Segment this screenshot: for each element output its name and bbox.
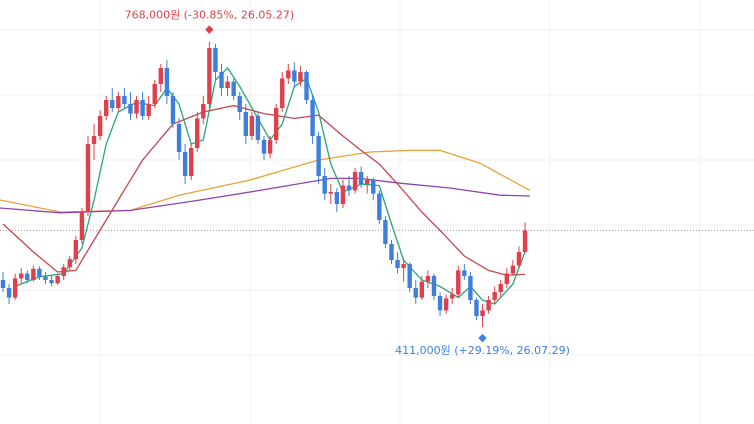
candle-body: [19, 273, 24, 279]
candle-body: [480, 310, 485, 316]
candle-body: [97, 116, 103, 136]
candle-body: [389, 244, 394, 260]
candle-body: [6, 288, 12, 298]
marker-low: ◆: [478, 331, 487, 344]
candle-body: [122, 96, 127, 104]
candle-body: [182, 152, 188, 176]
candle-body: [449, 294, 455, 299]
candle-body: [255, 116, 261, 140]
candle-body: [267, 140, 273, 154]
candle-body: [286, 70, 291, 79]
candle-body: [456, 270, 461, 295]
candle-body: [31, 268, 36, 280]
candle-body: [365, 180, 370, 184]
high-annotation: 768,000원 (-30.85%, 26.05.27): [125, 9, 295, 22]
candle-body: [419, 281, 425, 298]
candle-body: [37, 268, 42, 277]
candle-body: [213, 48, 218, 72]
candle-body: [407, 264, 412, 288]
candle-body: [158, 68, 164, 84]
candle-body: [425, 276, 431, 282]
candle-body: [310, 100, 315, 136]
moving-average-line: [2, 104, 526, 276]
candle-body: [492, 292, 497, 300]
candle-body: [273, 108, 279, 140]
candle-body: [510, 265, 516, 274]
candle-body: [328, 192, 333, 194]
candle-body: [67, 259, 72, 268]
candle-body: [55, 276, 60, 284]
candle-body: [437, 296, 443, 311]
marker-high: ◆: [205, 23, 214, 36]
candle-body: [431, 276, 437, 296]
candle-body: [128, 104, 133, 114]
candle-body: [79, 212, 85, 240]
candle-body: [280, 78, 285, 108]
candle-body: [43, 276, 48, 280]
candle-body: [237, 96, 242, 112]
candle-body: [334, 192, 340, 204]
candle-body: [304, 72, 309, 100]
candle-body: [401, 264, 406, 268]
candle-body: [413, 288, 418, 298]
candle-body: [522, 230, 528, 252]
candle-body: [322, 176, 327, 194]
candle-body: [498, 284, 503, 292]
candle-body: [188, 148, 194, 176]
candle-body: [49, 280, 54, 284]
moving-average-line: [14, 66, 526, 305]
low-annotation: 411,000원 (+29.19%, 26.07.29): [395, 344, 570, 357]
candle-body: [91, 136, 97, 144]
candle-body: [249, 116, 255, 136]
candle-body: [140, 100, 145, 116]
candle-body: [352, 172, 358, 191]
candle-body: [486, 300, 491, 311]
moving-average-line: [0, 177, 530, 214]
candle-body: [201, 104, 206, 119]
candle-body: [298, 72, 303, 82]
candle-body: [516, 252, 522, 266]
candle-body: [110, 100, 115, 108]
candle-body: [504, 273, 510, 284]
candle-body: [346, 185, 352, 191]
candle-body: [0, 280, 6, 288]
candle-body: [340, 185, 346, 204]
candle-body: [176, 124, 182, 152]
candle-body: [152, 84, 157, 104]
candle-body: [195, 118, 200, 148]
candle-body: [170, 96, 176, 124]
candle-body: [371, 180, 376, 194]
candle-body: [443, 298, 449, 311]
candle-body: [292, 70, 297, 82]
candle-body: [383, 220, 388, 244]
candle-body: [316, 136, 321, 176]
candle-body: [243, 112, 248, 136]
candle-body: [12, 278, 18, 298]
candle-body: [468, 276, 473, 300]
candle-body: [231, 81, 236, 96]
candle-body: [146, 104, 151, 116]
candle-body: [219, 72, 224, 88]
candle-body: [261, 140, 267, 154]
candle-body: [116, 96, 121, 108]
candle-body: [25, 273, 30, 280]
candle-body: [73, 240, 79, 260]
candle-body: [225, 81, 230, 88]
candle-body: [61, 267, 66, 276]
candle-body: [474, 300, 479, 316]
candle-body: [134, 100, 139, 114]
candle-body: [377, 193, 382, 220]
candle-body: [164, 68, 170, 96]
candle-body: [103, 100, 109, 116]
candle-body: [358, 172, 364, 184]
candle-body: [395, 260, 400, 268]
candle-body: [462, 270, 467, 276]
candle-body: [207, 48, 212, 104]
candle-body: [85, 144, 91, 212]
